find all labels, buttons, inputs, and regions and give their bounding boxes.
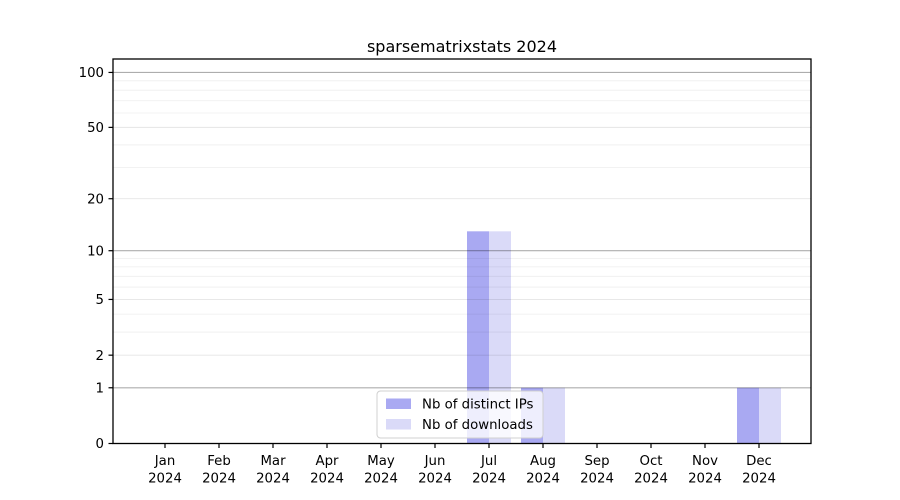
- x-axis-tick-label-sep: Sep 2024: [580, 454, 614, 487]
- year-label: 2024: [364, 472, 398, 487]
- month-label: May: [367, 454, 395, 469]
- month-label: Jan: [154, 454, 176, 469]
- year-label: 2024: [688, 472, 722, 487]
- year-label: 2024: [256, 472, 290, 487]
- month-label: Oct: [640, 454, 663, 469]
- bar-nb-of-downloads-dec: [759, 387, 781, 444]
- year-label: 2024: [634, 472, 668, 487]
- month-label: Jul: [480, 454, 497, 469]
- month-label: Nov: [692, 454, 718, 469]
- y-axis: 0 1 2 5 10 20 50 100: [79, 66, 113, 452]
- x-axis: Jan 2024 Feb 2024 Mar 2024 Apr 2024 May 2024 Jun 20…: [148, 443, 776, 487]
- legend-label-downloads: Nb of downloads: [422, 418, 533, 433]
- legend-swatch-distinct-ips: [386, 398, 411, 409]
- x-axis-tick-label-may: May 2024: [364, 454, 398, 487]
- year-label: 2024: [580, 472, 614, 487]
- legend: Nb of distinct IPs Nb of downloads: [376, 390, 544, 439]
- month-label: Mar: [260, 454, 286, 469]
- x-axis-tick-label-dec: Dec 2024: [742, 454, 776, 487]
- x-axis-tick-label-oct: Oct 2024: [634, 454, 668, 487]
- y-axis-tick-label: 50: [87, 121, 104, 136]
- year-label: 2024: [472, 472, 506, 487]
- x-axis-tick-label-jun: Jun 2024: [418, 454, 452, 487]
- x-axis-tick-label-feb: Feb 2024: [202, 454, 236, 487]
- month-label: Feb: [207, 454, 231, 469]
- y-axis-tick-label: 10: [87, 244, 104, 259]
- x-axis-tick-label-nov: Nov 2024: [688, 454, 722, 487]
- legend-swatch-downloads: [386, 419, 411, 430]
- x-axis-tick-label-jan: Jan 2024: [148, 454, 182, 487]
- bar-nb-of-downloads-jul: [489, 231, 511, 444]
- month-label: Aug: [530, 454, 556, 469]
- gridlines-group: [113, 71, 811, 389]
- y-axis-tick-label: 5: [96, 293, 104, 308]
- year-label: 2024: [526, 472, 560, 487]
- month-label: Dec: [746, 454, 772, 469]
- x-axis-tick-label-aug: Aug 2024: [526, 454, 560, 487]
- legend-label-distinct-ips: Nb of distinct IPs: [422, 398, 534, 413]
- legend-box: [376, 390, 544, 439]
- year-label: 2024: [418, 472, 452, 487]
- month-label: Apr: [315, 454, 339, 469]
- year-label: 2024: [148, 472, 182, 487]
- x-axis-tick-label-mar: Mar 2024: [256, 454, 290, 487]
- year-label: 2024: [310, 472, 344, 487]
- y-axis-tick-label: 20: [87, 192, 104, 207]
- bar-nb-of-distinct-ips-jul: [467, 231, 489, 444]
- x-axis-tick-label-jul: Jul 2024: [472, 454, 506, 487]
- month-label: Sep: [584, 454, 609, 469]
- bar-nb-of-distinct-ips-dec: [737, 387, 759, 444]
- y-axis-tick-label: 2: [96, 349, 104, 364]
- y-axis-tick-label: 100: [79, 66, 104, 81]
- year-label: 2024: [202, 472, 236, 487]
- x-axis-tick-label-apr: Apr 2024: [310, 454, 344, 487]
- y-axis-tick-label: 1: [96, 381, 104, 396]
- bar-nb-of-downloads-aug: [543, 387, 565, 444]
- y-axis-tick-label: 0: [96, 437, 104, 452]
- year-label: 2024: [742, 472, 776, 487]
- month-label: Jun: [424, 454, 446, 469]
- chart-title: sparsematrixstats 2024: [367, 37, 557, 56]
